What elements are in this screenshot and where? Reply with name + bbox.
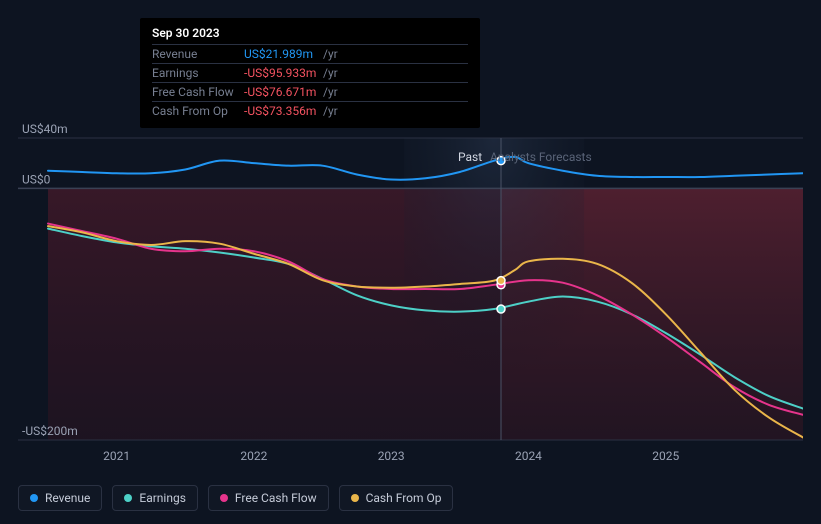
legend-item-revenue[interactable]: Revenue <box>18 485 102 511</box>
tooltip-value: US$21.989m <box>244 47 319 61</box>
tooltip-unit: /yr <box>323 66 338 80</box>
tooltip-row: Free Cash Flow -US$76.671m /yr <box>152 82 468 101</box>
tooltip-label: Revenue <box>152 47 244 61</box>
legend-item-earnings[interactable]: Earnings <box>112 485 198 511</box>
tooltip-date: Sep 30 2023 <box>152 26 468 40</box>
legend-label: Cash From Op <box>366 491 442 505</box>
past-label: Past <box>458 150 482 164</box>
chart-svg[interactable]: US$40m US$0 -US$200m 2021 2022 2023 2024 2025 <box>18 120 803 470</box>
legend-dot <box>124 494 132 502</box>
svg-text:-US$200m: -US$200m <box>22 424 78 438</box>
legend-label: Earnings <box>139 491 186 505</box>
tooltip: Sep 30 2023 Revenue US$21.989m /yr Earni… <box>140 18 480 128</box>
svg-text:2024: 2024 <box>515 449 542 463</box>
tooltip-unit: /yr <box>323 85 338 99</box>
tooltip-label: Cash From Op <box>152 104 244 118</box>
tooltip-row: Cash From Op -US$73.356m /yr <box>152 101 468 120</box>
chart[interactable]: US$40m US$0 -US$200m 2021 2022 2023 2024 2025 <box>18 120 803 470</box>
svg-text:2021: 2021 <box>103 449 130 463</box>
tooltip-value: -US$76.671m <box>244 85 319 99</box>
svg-text:2023: 2023 <box>378 449 405 463</box>
legend-label: Free Cash Flow <box>235 491 317 505</box>
svg-text:US$0: US$0 <box>22 172 51 186</box>
tooltip-label: Earnings <box>152 66 244 80</box>
tooltip-unit: /yr <box>323 47 338 61</box>
legend: Revenue Earnings Free Cash Flow Cash Fro… <box>18 485 453 511</box>
legend-item-fcf[interactable]: Free Cash Flow <box>208 485 329 511</box>
legend-dot <box>30 494 38 502</box>
tooltip-value: -US$95.933m <box>244 66 319 80</box>
svg-text:2022: 2022 <box>240 449 267 463</box>
legend-item-cashop[interactable]: Cash From Op <box>339 485 454 511</box>
legend-dot <box>351 494 359 502</box>
legend-label: Revenue <box>45 491 90 505</box>
legend-dot <box>220 494 228 502</box>
svg-text:US$40m: US$40m <box>22 122 68 136</box>
tooltip-row: Revenue US$21.989m /yr <box>152 44 468 63</box>
tooltip-value: -US$73.356m <box>244 104 319 118</box>
tooltip-row: Earnings -US$95.933m /yr <box>152 63 468 82</box>
svg-text:2025: 2025 <box>652 449 679 463</box>
tooltip-unit: /yr <box>323 104 338 118</box>
tooltip-label: Free Cash Flow <box>152 85 244 99</box>
forecast-label: Analysts Forecasts <box>490 150 592 164</box>
